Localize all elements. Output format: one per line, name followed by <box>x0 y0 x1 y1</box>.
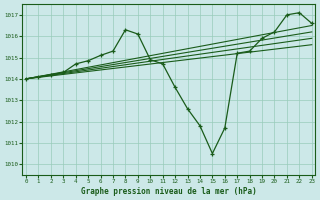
X-axis label: Graphe pression niveau de la mer (hPa): Graphe pression niveau de la mer (hPa) <box>81 187 257 196</box>
